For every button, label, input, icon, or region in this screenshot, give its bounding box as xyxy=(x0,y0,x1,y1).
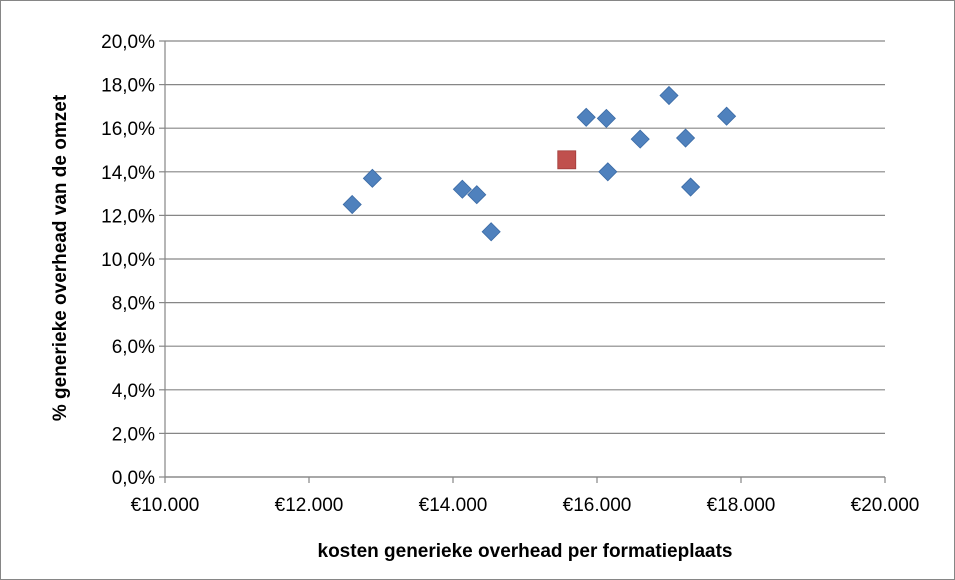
y-tick-label: 0,0% xyxy=(112,468,155,489)
data-point-diamond xyxy=(675,128,696,148)
data-point-diamond xyxy=(598,162,618,182)
y-tick-label: 8,0% xyxy=(112,294,155,315)
x-tick-label: €12.000 xyxy=(275,495,344,516)
gridlines xyxy=(165,40,885,478)
y-axis-tick-labels: 0,0% 2,0% 4,0% 6,0% 8,0% 10,0% 12,0% 14,0% 16,0%… xyxy=(101,32,155,489)
data-point-diamond xyxy=(342,194,362,215)
y-tick-label: 12,0% xyxy=(101,206,155,227)
axes xyxy=(159,40,886,483)
data-points xyxy=(342,85,737,242)
y-tick-label: 16,0% xyxy=(101,119,155,140)
x-tick-label: €16.000 xyxy=(563,495,632,516)
y-tick-label: 14,0% xyxy=(101,163,155,184)
data-point-diamond xyxy=(452,179,472,199)
data-point-diamond xyxy=(362,168,382,188)
x-axis-title: kosten generieke overhead per formatiepl… xyxy=(318,541,733,562)
data-point-diamond xyxy=(596,108,616,128)
data-point-diamond xyxy=(576,107,596,127)
y-tick-label: 2,0% xyxy=(112,424,155,445)
data-point-diamond xyxy=(681,177,701,197)
x-tick-label: €20.000 xyxy=(851,495,920,516)
y-tick-label: 6,0% xyxy=(112,337,155,358)
data-point-diamond xyxy=(659,85,679,106)
data-point-diamond xyxy=(717,106,737,126)
y-axis-title: % generieke overhead van de omzet xyxy=(50,94,71,421)
data-point-diamond xyxy=(630,129,650,149)
data-point-diamond xyxy=(481,222,501,242)
x-axis-tick-labels: €10.000 €12.000 €14.000 €16.000 €18.000 €20.0… xyxy=(131,495,920,516)
data-point-square xyxy=(557,150,577,170)
x-tick-label: €10.000 xyxy=(131,495,200,516)
y-tick-label: 20,0% xyxy=(101,32,155,53)
data-point-diamond xyxy=(467,185,487,205)
x-tick-label: €14.000 xyxy=(419,495,488,516)
y-tick-label: 4,0% xyxy=(112,381,155,402)
x-tick-label: €18.000 xyxy=(707,495,776,516)
y-tick-label: 10,0% xyxy=(101,250,155,271)
y-tick-label: 18,0% xyxy=(101,76,155,97)
